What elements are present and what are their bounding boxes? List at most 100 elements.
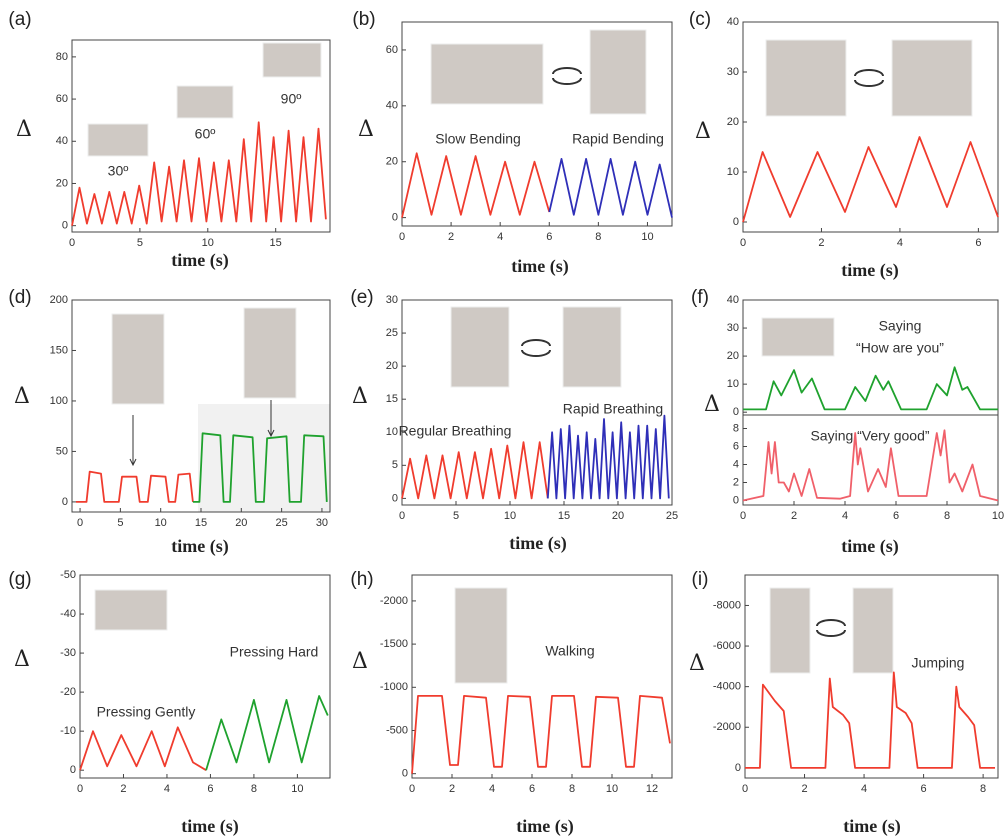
photo	[762, 318, 834, 356]
data-line	[76, 472, 193, 502]
y-tick-label: 0	[62, 220, 68, 232]
x-tick-label: 25	[276, 517, 288, 529]
cycle-arrow	[855, 70, 883, 86]
x-axis-label: time (s)	[516, 816, 573, 837]
y-tick-label: 0	[392, 212, 398, 224]
annotation: 60º	[195, 126, 216, 142]
x-tick-label: 4	[164, 783, 170, 795]
annotation: Saying “Very good”	[810, 428, 929, 444]
y-tick-label: 15	[386, 393, 398, 405]
panel-label: (e)	[350, 287, 373, 308]
x-tick-label: 0	[399, 510, 405, 522]
y-tick-label: 30	[386, 294, 398, 306]
cycle-arrow	[522, 340, 550, 356]
data-line	[80, 727, 206, 770]
y-tick-label: 0	[733, 406, 739, 418]
y-tick-label: -2000	[713, 721, 741, 733]
x-tick-label: 25	[666, 510, 678, 522]
y-tick-label: 100	[50, 395, 68, 407]
data-line	[206, 696, 328, 770]
x-tick-label: 2	[448, 231, 454, 243]
y-tick-label: -20	[60, 686, 76, 698]
y-tick-label: 40	[56, 135, 68, 147]
annotation: Pressing Gently	[97, 704, 196, 720]
y-axis-label: Δ	[358, 117, 374, 142]
y-tick-label: 60	[56, 93, 68, 105]
x-tick-label: 8	[569, 783, 575, 795]
cycle-arrow	[553, 68, 581, 84]
y-tick-label: 10	[386, 426, 398, 438]
y-tick-label: 0	[402, 768, 408, 780]
photo	[112, 314, 164, 404]
x-tick-label: 0	[69, 237, 75, 249]
x-tick-label: 0	[77, 783, 83, 795]
panel-label: (d)	[8, 287, 31, 308]
photo	[892, 40, 972, 116]
x-axis-label: time (s)	[841, 536, 898, 557]
x-tick-label: 4	[897, 237, 903, 249]
annotation: 90º	[281, 91, 302, 107]
annotation: Rapid Bending	[572, 131, 664, 147]
annotation: Jumping	[912, 655, 965, 671]
x-tick-label: 5	[453, 510, 459, 522]
y-axis-label: Δ	[689, 651, 705, 676]
y-tick-label: -30	[60, 647, 76, 659]
annotation: “How are you”	[856, 340, 944, 356]
x-tick-label: 4	[489, 783, 495, 795]
y-tick-label: -10	[60, 725, 76, 737]
photo	[766, 40, 846, 116]
y-tick-label: 6	[733, 440, 739, 452]
y-tick-label: 20	[727, 116, 739, 128]
x-tick-label: 8	[595, 231, 601, 243]
x-tick-label: 20	[612, 510, 624, 522]
y-tick-label: 30	[727, 66, 739, 78]
plot-frame	[743, 300, 998, 415]
data-line	[745, 672, 995, 768]
photo	[563, 307, 621, 387]
x-tick-label: 30	[316, 517, 328, 529]
x-tick-label: 6	[546, 231, 552, 243]
x-axis-label: time (s)	[509, 533, 566, 554]
x-tick-label: 5	[137, 237, 143, 249]
data-line	[412, 696, 670, 774]
y-tick-label: 80	[56, 51, 68, 63]
y-tick-label: 40	[727, 16, 739, 28]
x-tick-label: 0	[399, 231, 405, 243]
y-tick-label: 2	[733, 476, 739, 488]
x-axis-label: time (s)	[171, 250, 228, 271]
x-tick-label: 8	[980, 783, 986, 795]
y-tick-label: 50	[56, 445, 68, 457]
x-axis-label: time (s)	[511, 256, 568, 277]
photo	[770, 588, 810, 673]
x-tick-label: 2	[801, 783, 807, 795]
y-tick-label: 10	[727, 166, 739, 178]
x-axis-label: time (s)	[841, 260, 898, 281]
data-line	[402, 442, 548, 498]
x-tick-label: 2	[818, 237, 824, 249]
y-axis-label: Δ	[352, 649, 368, 674]
y-tick-label: 0	[733, 494, 739, 506]
y-tick-label: 4	[733, 458, 739, 470]
photo	[431, 44, 543, 104]
y-axis-label: Δ	[16, 117, 32, 142]
x-tick-label: 10	[641, 231, 653, 243]
data-line	[743, 367, 998, 409]
data-line	[743, 137, 998, 222]
annotation: Pressing Hard	[230, 644, 319, 660]
y-tick-label: 20	[56, 177, 68, 189]
y-tick-label: -6000	[713, 640, 741, 652]
y-tick-label: 60	[386, 44, 398, 56]
y-tick-label: 20	[386, 360, 398, 372]
data-line	[549, 159, 672, 218]
y-tick-label: 20	[727, 350, 739, 362]
y-axis-label: Δ	[14, 384, 30, 409]
x-tick-label: 6	[921, 783, 927, 795]
x-tick-label: 6	[975, 237, 981, 249]
x-tick-label: 10	[606, 783, 618, 795]
y-tick-label: 0	[62, 496, 68, 508]
y-tick-label: 10	[727, 378, 739, 390]
x-axis-label: time (s)	[181, 816, 238, 837]
x-axis-label: time (s)	[171, 536, 228, 557]
y-tick-label: 40	[386, 100, 398, 112]
x-tick-label: 12	[646, 783, 658, 795]
